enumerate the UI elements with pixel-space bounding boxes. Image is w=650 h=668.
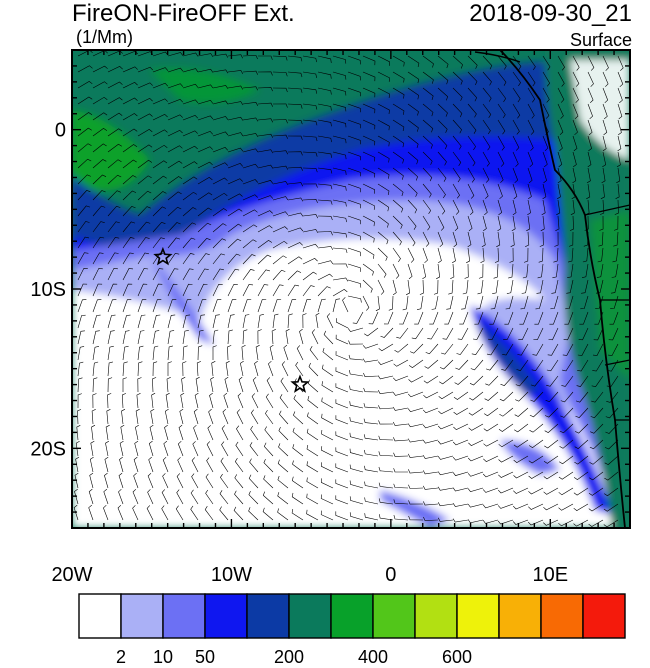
colorbar-swatch — [456, 593, 500, 639]
plot-title: FireON-FireOFF Ext. — [72, 0, 295, 27]
colorbar-swatch — [120, 593, 164, 639]
star-icon — [290, 374, 310, 393]
lon-tick-label: 20W — [51, 564, 92, 586]
colorbar-swatch — [498, 593, 542, 639]
colorbar-label: 2 — [115, 647, 127, 667]
colorbar-swatch — [78, 593, 122, 639]
star-icon — [153, 246, 173, 266]
colorbar-swatch — [162, 593, 206, 639]
lon-tick-label: 10W — [211, 564, 252, 586]
lat-tick-label: 20S — [30, 438, 66, 460]
colorbar-label: 600 — [441, 647, 473, 667]
datetime-label: 2018-09-30_21 — [469, 0, 632, 27]
lon-tick-label: 0 — [385, 564, 396, 586]
colorbar-swatch — [414, 593, 458, 639]
colorbar-label: 400 — [357, 647, 389, 667]
colorbar — [78, 593, 626, 639]
country-borders — [584, 204, 630, 421]
lat-tick-label: 0 — [55, 120, 66, 142]
colorbar-label: 10 — [152, 647, 174, 667]
colorbar-swatch — [330, 593, 374, 639]
colorbar-swatch — [204, 593, 248, 639]
colorbar-label: 200 — [273, 647, 305, 667]
colorbar-swatch — [246, 593, 290, 639]
colorbar-swatch — [372, 593, 416, 639]
level-label: Surface — [569, 30, 632, 50]
lat-tick-label: 10S — [30, 279, 66, 301]
extinction-field — [72, 50, 630, 528]
colorbar-label: 50 — [194, 647, 216, 667]
colorbar-swatch — [582, 593, 626, 639]
colorbar-swatch — [540, 593, 584, 639]
lon-tick-label: 10E — [532, 564, 568, 586]
axis-ticks: 20W 10W 0 10E 0 10S 20S — [30, 49, 631, 586]
units-label: (1/Mm) — [76, 27, 133, 47]
colorbar-swatch — [288, 593, 332, 639]
